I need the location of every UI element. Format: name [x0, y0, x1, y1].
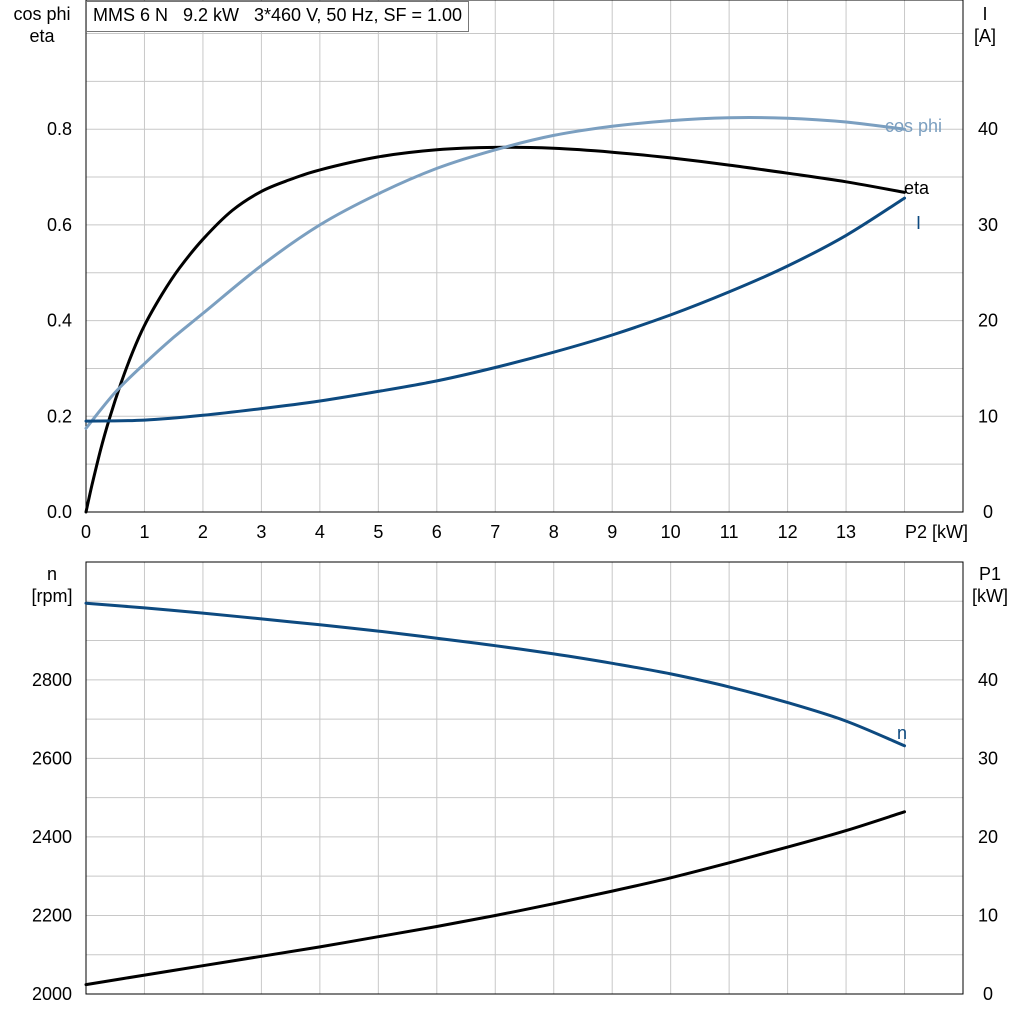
y-right-tick-label: 30	[978, 215, 998, 235]
y-left-tick-label: 2400	[32, 827, 72, 847]
series-label-cos-phi: cos phi	[885, 116, 942, 136]
top-panel: 0 1 2 3 4 5 6 7 8 9 10 11 12 13 0.00.20.40.60.8 01020…	[13, 0, 998, 542]
y-right-tick-label: 0	[983, 984, 993, 1004]
y-right-label-kw: [kW]	[972, 586, 1008, 606]
y-right-tick-label: 0	[983, 502, 993, 522]
x-tick-label: 10	[661, 522, 681, 542]
y-left-tick-label: 2600	[32, 748, 72, 768]
y-left-label-rpm: [rpm]	[31, 586, 72, 606]
top-x-tick-labels: 0 1 2 3 4 5 6 7 8 9 10 11 12 13	[81, 522, 856, 542]
y-right-tick-label: 20	[978, 311, 998, 331]
bottom-right-tick-labels: 0 10 20 30 40	[978, 670, 998, 1004]
y-right-tick-label: 10	[978, 406, 998, 426]
x-tick-label: 4	[315, 522, 325, 542]
x-tick-label: 11	[720, 522, 739, 542]
y-left-tick-label: 2200	[32, 905, 72, 925]
x-tick-label: 9	[607, 522, 617, 542]
x-axis-label: P2 [kW]	[905, 522, 968, 542]
bottom-grid	[86, 562, 963, 994]
series-label-current: I	[916, 213, 921, 233]
i-curve	[84, 196, 906, 423]
x-tick-label: 7	[490, 522, 500, 542]
y-left-tick-label: 0.8	[47, 119, 72, 139]
y-right-tick-label: 20	[978, 827, 998, 847]
x-tick-label: 5	[373, 522, 383, 542]
series-label-n: n	[897, 723, 907, 743]
bottom-curves	[84, 601, 906, 987]
x-tick-label: 6	[432, 522, 442, 542]
y-right-label-current: I	[982, 4, 987, 24]
top-left-tick-labels: 0.0 0.2 0.4 0.6 0.8	[47, 119, 72, 522]
top-grid	[86, 0, 963, 512]
y-left-label-cos-phi: cos phi	[13, 4, 70, 24]
y-left-tick-label: 2000	[32, 984, 72, 1004]
x-tick-label: 12	[778, 522, 798, 542]
y-left-tick-label: 0.4	[47, 311, 72, 331]
x-tick-label: 8	[549, 522, 559, 542]
y-left-tick-label: 0.0	[47, 502, 72, 522]
cos-phi-curve	[84, 115, 906, 430]
series-label-eta: eta	[904, 178, 930, 198]
y-left-label-n: n	[47, 564, 57, 584]
n-curve	[84, 601, 906, 748]
x-tick-label: 3	[256, 522, 266, 542]
y-left-tick-label: 2800	[32, 670, 72, 690]
y-left-tick-label: 0.6	[47, 215, 72, 235]
top-plot-frame	[85, 0, 964, 513]
bottom-plot-frame	[85, 561, 964, 995]
top-right-tick-labels: 0 10 20 30 40	[978, 119, 998, 522]
bottom-left-tick-labels: 2000 2200 2400 2600 2800	[32, 670, 72, 1004]
y-right-tick-label: 40	[978, 670, 998, 690]
y-right-label-current-unit: [A]	[974, 26, 996, 46]
p1-curve	[84, 810, 906, 987]
y-right-tick-label: 10	[978, 905, 998, 925]
y-left-label-eta: eta	[29, 26, 55, 46]
x-tick-label: 0	[81, 522, 91, 542]
top-curves	[84, 115, 906, 514]
bottom-panel: 2000 2200 2400 2600 2800 0 10 20 30 40 n [rpm] P…	[31, 561, 1008, 1004]
chart-title: MMS 6 N 9.2 kW 3*460 V, 50 Hz, SF = 1.00	[86, 1, 469, 32]
x-tick-label: 13	[836, 522, 856, 542]
y-right-tick-label: 40	[978, 119, 998, 139]
x-tick-label: 2	[198, 522, 208, 542]
y-right-tick-label: 30	[978, 748, 998, 768]
y-left-tick-label: 0.2	[47, 406, 72, 426]
x-tick-label: 1	[139, 522, 149, 542]
y-right-label-p1: P1	[979, 564, 1001, 584]
